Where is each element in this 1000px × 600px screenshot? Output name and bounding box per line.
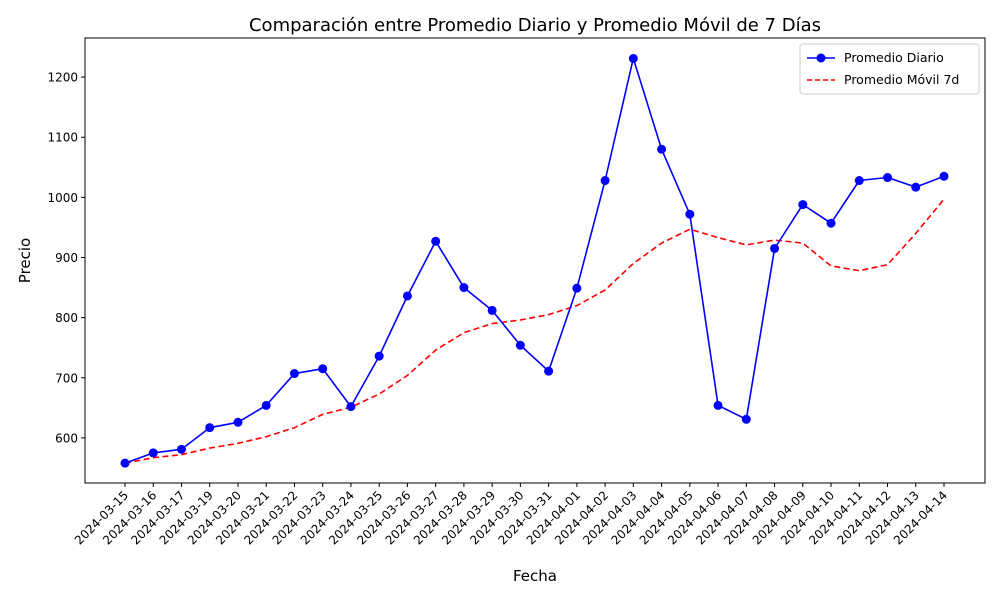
- data-point-daily: [402, 291, 412, 301]
- y-axis: 600 700 800 900 1000 1100 1200: [47, 71, 85, 445]
- y-tick-label: 1000: [47, 191, 78, 205]
- legend-box: [799, 43, 980, 95]
- data-point-daily: [628, 53, 638, 63]
- data-point-daily: [487, 305, 497, 315]
- data-point-daily: [148, 448, 158, 458]
- data-point-daily: [600, 176, 610, 186]
- data-point-daily: [911, 182, 921, 192]
- data-point-daily: [459, 283, 469, 293]
- series-line-daily: [124, 57, 945, 464]
- data-point-daily: [176, 444, 186, 454]
- data-point-daily: [826, 218, 836, 228]
- data-point-daily: [544, 366, 554, 376]
- plot-frame: [84, 37, 986, 484]
- y-tick-label: 700: [55, 371, 78, 385]
- plot-area: [85, 38, 985, 483]
- data-point-daily: [233, 417, 243, 427]
- data-point-daily: [515, 340, 525, 350]
- y-tick-label: 800: [55, 311, 78, 325]
- x-axis-title: Fecha: [513, 567, 557, 585]
- y-tick-label: 1100: [47, 131, 78, 145]
- data-point-daily: [939, 171, 949, 181]
- data-point-daily: [713, 400, 723, 410]
- data-point-daily: [318, 364, 328, 374]
- data-point-daily: [657, 144, 667, 154]
- data-point-daily: [205, 423, 215, 433]
- data-point-daily: [572, 283, 582, 293]
- data-point-daily: [289, 369, 299, 379]
- y-tick-label: 600: [55, 431, 78, 445]
- legend-marker-daily: [816, 53, 826, 63]
- data-point-daily: [798, 200, 808, 210]
- y-axis-title: Precio: [16, 238, 34, 283]
- legend-label-daily: Promedio Diario: [844, 50, 944, 65]
- data-point-daily: [854, 176, 864, 186]
- data-point-daily: [741, 414, 751, 424]
- legend: Promedio Diario Promedio Móvil 7d: [799, 43, 980, 95]
- y-tick-label: 900: [55, 251, 78, 265]
- y-tick-label: 1200: [47, 71, 78, 85]
- data-point-daily: [883, 173, 893, 183]
- series-layer: [120, 53, 949, 468]
- legend-label-moving: Promedio Móvil 7d: [844, 72, 959, 87]
- x-axis: 2024-03-152024-03-162024-03-172024-03-19…: [72, 483, 950, 547]
- chart-title: Comparación entre Promedio Diario y Prom…: [249, 15, 821, 36]
- data-point-daily: [346, 402, 356, 412]
- data-point-daily: [261, 400, 271, 410]
- series-line-moving-average: [124, 198, 945, 464]
- data-point-daily: [374, 351, 384, 361]
- data-point-daily: [120, 458, 130, 468]
- data-point-daily: [431, 236, 441, 246]
- data-point-daily: [770, 243, 780, 253]
- data-point-daily: [685, 209, 695, 219]
